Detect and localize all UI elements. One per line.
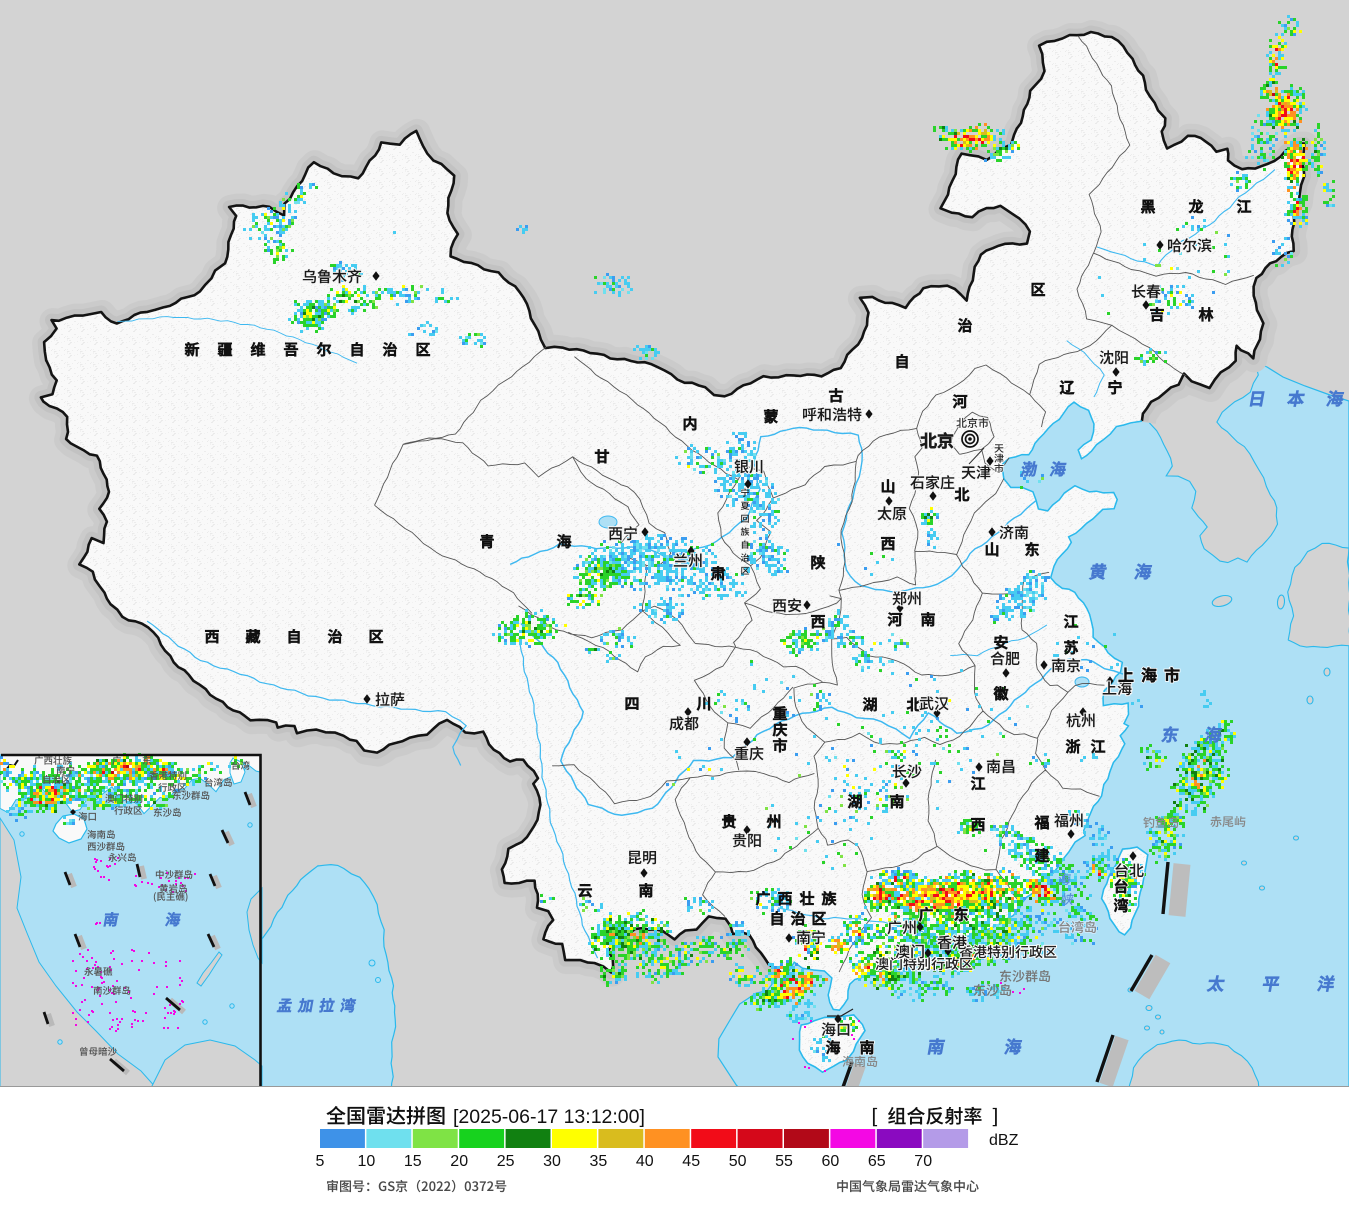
svg-text:30: 30 <box>543 1153 561 1170</box>
svg-text:25: 25 <box>497 1153 515 1170</box>
svg-text:15: 15 <box>404 1153 422 1170</box>
svg-text:dBZ: dBZ <box>989 1132 1019 1149</box>
svg-text:50: 50 <box>729 1153 747 1170</box>
svg-text:20: 20 <box>450 1153 468 1170</box>
svg-text:55: 55 <box>775 1153 793 1170</box>
svg-text:65: 65 <box>868 1153 886 1170</box>
svg-text:35: 35 <box>590 1153 608 1170</box>
svg-text:45: 45 <box>682 1153 700 1170</box>
svg-text:70: 70 <box>914 1153 932 1170</box>
svg-text:[2025-06-17 13:12:00]: [2025-06-17 13:12:00] <box>453 1106 645 1128</box>
svg-text:60: 60 <box>822 1153 840 1170</box>
svg-text:10: 10 <box>358 1153 376 1170</box>
svg-text:5: 5 <box>316 1153 325 1170</box>
svg-text:40: 40 <box>636 1153 654 1170</box>
